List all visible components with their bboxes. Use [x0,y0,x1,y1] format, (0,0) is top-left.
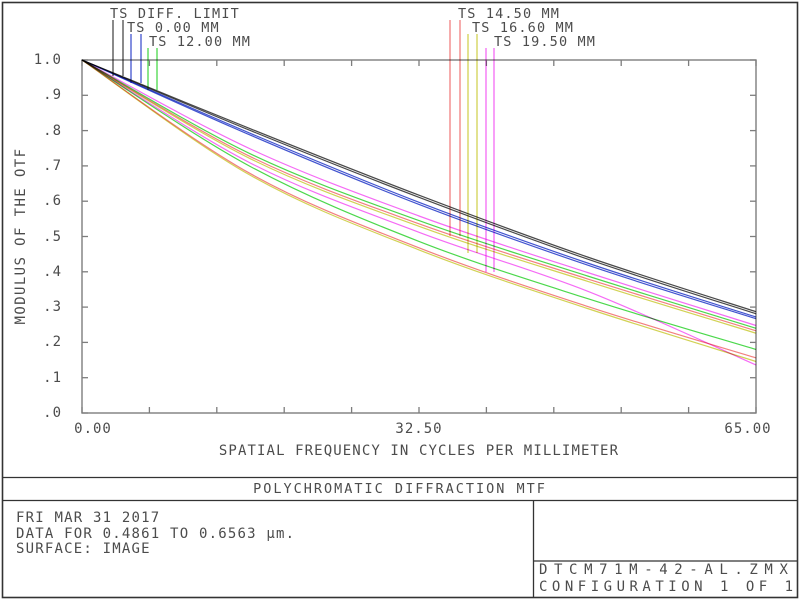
legend-label: TS 12.00 MM [149,34,252,50]
footer-info-block: FRI MAR 31 2017 DATA FOR 0.4861 TO 0.656… [16,510,296,558]
mtf-curve [81,59,757,329]
mtf-curve [81,59,757,327]
mtf-curve [81,59,757,332]
x-axis-title: SPATIAL FREQUENCY IN CYCLES PER MILLIMET… [218,443,620,459]
y-tick-label: .7 [43,157,62,174]
y-tick-label: .5 [43,228,62,245]
y-tick-label: .0 [43,405,62,421]
y-tick-label: .9 [43,87,62,104]
legend-label: TS 19.50 MM [494,34,597,50]
mtf-curve [81,59,757,334]
surface-text: SURFACE: IMAGE [16,541,151,557]
lens-file-name: DTCM71M-42-AL.ZMX [539,562,795,578]
y-tick-label: .6 [43,193,62,210]
legend-label: TS 0.00 MM [127,20,220,36]
mtf-curve [81,59,757,313]
mtf-curve [81,59,757,363]
y-tick-label: .8 [43,122,62,139]
date-text: FRI MAR 31 2017 [16,510,161,526]
mtf-curve [81,59,757,351]
mtf-curve [81,59,757,320]
legend-label: TS 16.60 MM [472,20,575,36]
configuration-text: CONFIGURATION 1 OF 1 [539,579,798,595]
y-tick-label: .2 [43,334,62,351]
y-tick-label: .1 [43,369,62,386]
y-tick-label: 1.0 [33,52,62,68]
y-tick-label: .4 [43,263,62,280]
mtf-curve [81,59,757,315]
plot-frame [81,59,757,414]
legend-label: TS 14.50 MM [458,6,561,22]
wavelength-range-text: DATA FOR 0.4861 TO 0.6563 µm. [16,525,296,542]
mtf-curve [81,59,757,318]
chart-title: POLYCHROMATIC DIFFRACTION MTF [253,481,547,497]
mtf-curve [81,59,757,359]
y-tick-label: .3 [43,299,62,316]
legend-label: TS DIFF. LIMIT [110,6,240,22]
x-tick-label: 0.00 [74,421,112,437]
mtf-curve [81,59,757,366]
x-tick-label: 65.00 [724,421,772,437]
x-tick-label: 32.50 [395,421,443,437]
